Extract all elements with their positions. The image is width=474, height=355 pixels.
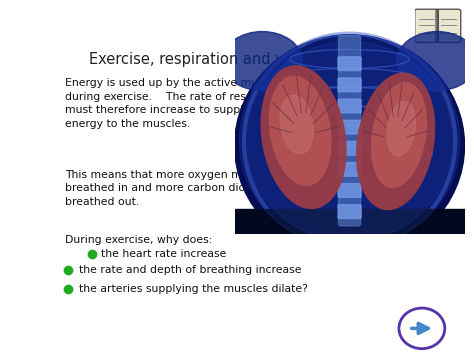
Ellipse shape (261, 66, 346, 208)
FancyBboxPatch shape (338, 163, 361, 176)
Ellipse shape (235, 35, 465, 256)
FancyBboxPatch shape (338, 36, 361, 226)
FancyBboxPatch shape (415, 9, 438, 42)
FancyBboxPatch shape (235, 209, 465, 234)
Circle shape (399, 308, 445, 349)
Ellipse shape (387, 102, 416, 156)
Text: During exercise, why does:: During exercise, why does: (65, 235, 212, 245)
Text: Energy is used up by the active muscles
during exercise.    The rate of respirat: Energy is used up by the active muscles … (65, 78, 294, 129)
FancyBboxPatch shape (338, 57, 361, 71)
Ellipse shape (239, 35, 460, 248)
FancyBboxPatch shape (338, 141, 361, 155)
Ellipse shape (246, 42, 453, 241)
FancyBboxPatch shape (338, 120, 361, 134)
Text: the arteries supplying the muscles dilate?: the arteries supplying the muscles dilat… (80, 284, 308, 294)
Ellipse shape (280, 95, 313, 154)
Text: Exercise, respiration and ventilation: Exercise, respiration and ventilation (89, 52, 353, 67)
Text: the heart rate increase: the heart rate increase (101, 248, 227, 259)
Text: the rate and depth of breathing increase: the rate and depth of breathing increase (80, 265, 302, 275)
FancyBboxPatch shape (338, 205, 361, 218)
Ellipse shape (356, 73, 435, 209)
Text: This means that more oxygen must be
breathed in and more carbon dioxide
breathed: This means that more oxygen must be brea… (65, 170, 275, 207)
Ellipse shape (222, 32, 302, 91)
FancyBboxPatch shape (338, 99, 361, 113)
Ellipse shape (269, 76, 331, 185)
FancyBboxPatch shape (436, 9, 461, 42)
Ellipse shape (372, 83, 427, 187)
FancyBboxPatch shape (338, 184, 361, 197)
FancyBboxPatch shape (338, 78, 361, 92)
Ellipse shape (397, 32, 474, 91)
